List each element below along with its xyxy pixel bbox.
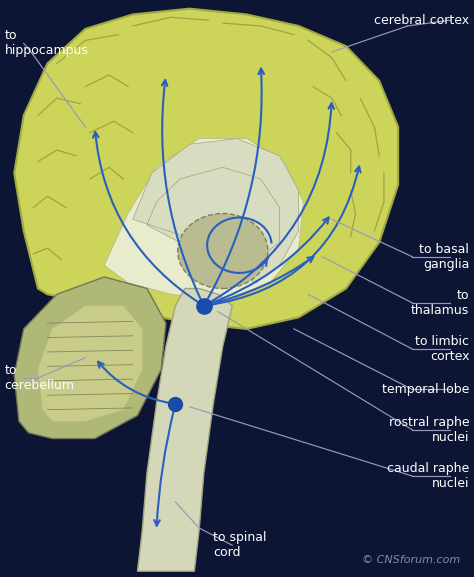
Polygon shape [38,306,142,421]
Text: cerebral cortex: cerebral cortex [374,14,469,27]
Text: to
cerebellum: to cerebellum [5,364,75,392]
Polygon shape [104,138,303,300]
Polygon shape [14,277,166,439]
Text: to basal
ganglia: to basal ganglia [419,243,469,271]
Polygon shape [137,288,232,571]
Text: temporal lobe: temporal lobe [382,383,469,396]
Polygon shape [133,138,299,283]
Ellipse shape [178,213,268,288]
Text: caudal raphe
nuclei: caudal raphe nuclei [387,462,469,490]
Text: to limbic
cortex: to limbic cortex [415,335,469,363]
Text: © CNSforum.com: © CNSforum.com [362,556,460,565]
Text: to spinal
cord: to spinal cord [213,531,267,559]
Text: rostral raphe
nuclei: rostral raphe nuclei [389,416,469,444]
Text: to
thalamus: to thalamus [411,289,469,317]
Polygon shape [14,9,398,329]
Text: to
hippocampus: to hippocampus [5,29,89,57]
